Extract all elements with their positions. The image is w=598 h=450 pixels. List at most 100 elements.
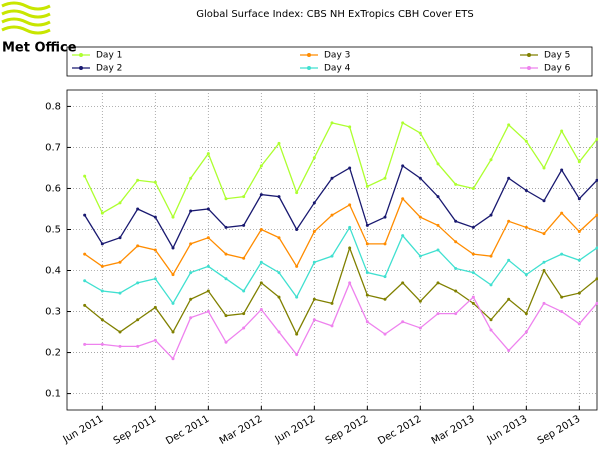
point <box>595 137 598 141</box>
point <box>401 197 405 201</box>
point <box>507 176 511 180</box>
point <box>242 289 246 293</box>
point <box>277 195 281 199</box>
y-tick-label: 0.6 <box>45 183 61 194</box>
point <box>330 213 334 217</box>
point <box>136 281 140 285</box>
point <box>507 123 511 127</box>
point <box>454 219 458 223</box>
point <box>542 199 546 203</box>
point <box>489 213 493 217</box>
legend-marker <box>307 66 311 70</box>
x-tick-label: Mar 2013 <box>430 414 477 447</box>
point <box>242 195 246 199</box>
legend-label: Day 1 <box>96 51 122 61</box>
point <box>365 223 369 227</box>
legend-box <box>66 46 593 77</box>
point <box>153 338 157 342</box>
point <box>153 248 157 252</box>
point <box>577 322 581 326</box>
point <box>524 330 528 334</box>
point <box>171 301 175 305</box>
point <box>454 289 458 293</box>
point <box>136 318 140 322</box>
point <box>401 234 405 238</box>
point <box>524 139 528 143</box>
point <box>401 281 405 285</box>
point <box>489 318 493 322</box>
point <box>206 289 210 293</box>
point <box>118 330 122 334</box>
point <box>224 225 228 229</box>
point <box>224 340 228 344</box>
point <box>100 289 104 293</box>
point <box>383 176 387 180</box>
point <box>471 186 475 190</box>
point <box>595 301 598 305</box>
point <box>171 273 175 277</box>
point <box>136 178 140 182</box>
legend-marker <box>79 66 83 70</box>
point <box>560 310 564 314</box>
point <box>383 215 387 219</box>
point <box>224 314 228 318</box>
point <box>365 184 369 188</box>
point <box>189 176 193 180</box>
point <box>348 203 352 207</box>
point <box>136 244 140 248</box>
point <box>171 330 175 334</box>
point <box>348 225 352 229</box>
point <box>83 279 87 283</box>
point <box>153 180 157 184</box>
point <box>454 266 458 270</box>
point <box>100 264 104 268</box>
point <box>542 232 546 236</box>
x-tick-label: Sep 2013 <box>536 414 583 447</box>
point <box>595 178 598 182</box>
point <box>259 307 263 311</box>
point <box>348 166 352 170</box>
point <box>206 264 210 268</box>
point <box>471 271 475 275</box>
point <box>330 324 334 328</box>
point <box>224 277 228 281</box>
point <box>595 246 598 250</box>
point <box>542 269 546 273</box>
point <box>365 293 369 297</box>
point <box>83 303 87 307</box>
point <box>507 219 511 223</box>
point <box>136 207 140 211</box>
point <box>277 271 281 275</box>
legend-marker <box>79 53 83 57</box>
point <box>401 164 405 168</box>
point <box>259 193 263 197</box>
point <box>418 254 422 258</box>
x-tick-label: Jun 2012 <box>273 414 318 446</box>
point <box>277 295 281 299</box>
point <box>259 164 263 168</box>
point <box>100 242 104 246</box>
legend-label: Day 4 <box>324 64 351 74</box>
point <box>312 230 316 234</box>
point <box>295 264 299 268</box>
point <box>224 197 228 201</box>
point <box>242 223 246 227</box>
legend-marker <box>307 53 311 57</box>
point <box>436 248 440 252</box>
point <box>189 209 193 213</box>
series-line <box>84 164 598 250</box>
point <box>595 213 598 217</box>
point <box>242 256 246 260</box>
point <box>171 357 175 361</box>
point <box>295 332 299 336</box>
point <box>471 295 475 299</box>
legend-label: Day 2 <box>96 64 122 74</box>
series-line <box>84 197 598 276</box>
point <box>436 312 440 316</box>
point <box>295 353 299 357</box>
point <box>312 260 316 264</box>
point <box>206 207 210 211</box>
point <box>277 330 281 334</box>
point <box>330 121 334 125</box>
point <box>259 227 263 231</box>
